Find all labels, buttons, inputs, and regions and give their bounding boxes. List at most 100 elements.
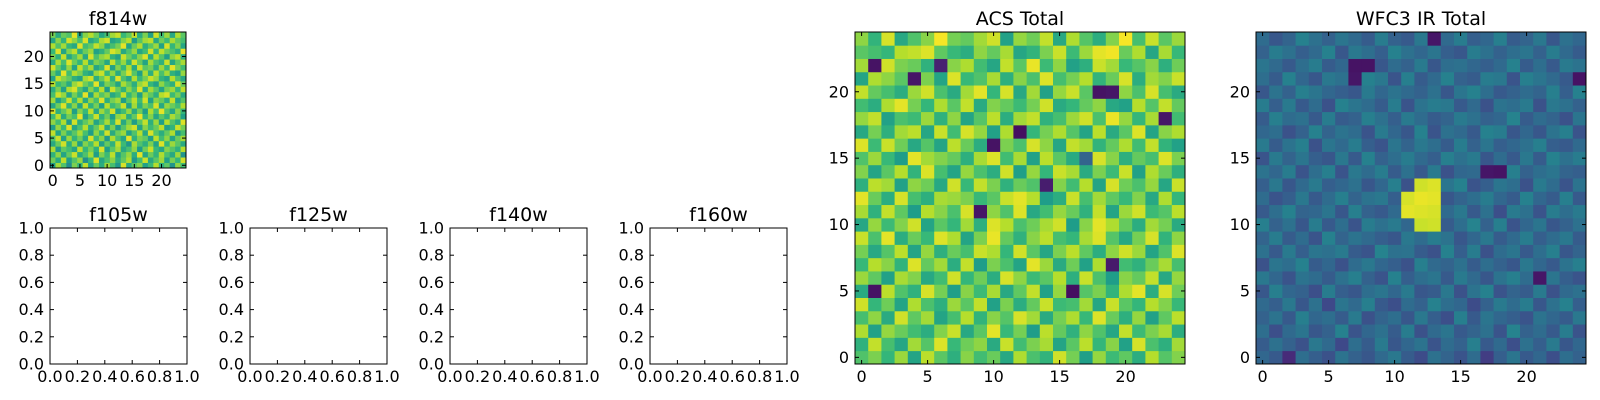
heatmap-cell: [153, 113, 160, 120]
heatmap-cell: [1454, 244, 1468, 259]
heatmap-cell: [868, 32, 882, 46]
heatmap-cell: [1105, 71, 1120, 86]
heatmap-cell: [164, 91, 171, 98]
heatmap-cell: [115, 108, 122, 114]
heatmap-cell: [1066, 98, 1080, 113]
heatmap-cell: [1520, 98, 1534, 113]
heatmap-cell: [1374, 297, 1389, 312]
heatmap-cell: [1026, 350, 1041, 365]
y-tick-label: 0.4: [19, 300, 44, 319]
chart-title: f140w: [489, 204, 548, 226]
heatmap-cell: [894, 337, 909, 352]
heatmap-cell: [1119, 71, 1133, 86]
heatmap-cell: [1013, 138, 1027, 152]
heatmap-cell: [1533, 284, 1547, 298]
heatmap-cell: [1361, 244, 1376, 259]
heatmap-cell: [1119, 244, 1133, 259]
heatmap-cell: [98, 42, 105, 49]
heatmap-cell: [855, 124, 869, 139]
heatmap-cell: [1295, 138, 1310, 152]
heatmap-cell: [120, 64, 127, 71]
heatmap-cell: [1401, 297, 1415, 312]
heatmap-cell: [93, 59, 100, 66]
heatmap-cell: [1388, 58, 1402, 73]
heatmap-cell: [1066, 297, 1080, 312]
heatmap-cell: [947, 297, 961, 312]
heatmap-cell: [71, 162, 78, 169]
axes-frame: [649, 227, 788, 365]
heatmap-cell: [1493, 284, 1508, 298]
heatmap-cell: [1256, 244, 1270, 259]
heatmap-cell: [93, 113, 100, 120]
heatmap-cell: [104, 151, 111, 158]
heatmap-cell: [960, 98, 975, 113]
heatmap-cell: [175, 124, 181, 131]
heatmap-cell: [1053, 204, 1067, 219]
heatmap-cell: [1401, 58, 1415, 73]
heatmap-cell: [1053, 138, 1067, 152]
heatmap-cell: [1105, 178, 1120, 192]
heatmap-cell: [1520, 271, 1534, 285]
heatmap-cell: [1414, 310, 1428, 325]
heatmap-cell: [921, 32, 935, 46]
heatmap-cell: [947, 178, 961, 192]
heatmap-cell: [60, 102, 67, 109]
x-tick-label: 0: [857, 367, 867, 386]
y-axis-ticks: 0.00.20.40.60.81.0: [419, 219, 587, 374]
heatmap-cell: [1374, 337, 1389, 352]
heatmap-cell: [1427, 138, 1442, 152]
heatmap-cell: [1000, 45, 1014, 59]
x-tick-label: 0.4: [292, 367, 317, 386]
heatmap-cell: [126, 108, 132, 114]
heatmap-cell: [1000, 58, 1014, 73]
heatmap-cell: [1039, 111, 1054, 126]
x-tick-label: 0.8: [347, 367, 372, 386]
heatmap-cell: [960, 350, 975, 365]
heatmap-cell: [1308, 85, 1323, 99]
heatmap-cell: [907, 85, 922, 99]
heatmap-cell: [93, 86, 100, 93]
heatmap-cell: [1414, 164, 1428, 179]
heatmap-cell: [1119, 45, 1133, 59]
heatmap-cell: [175, 59, 181, 66]
heatmap-cell: [947, 32, 961, 46]
heatmap-cell: [93, 80, 100, 87]
y-tick-label: 0.0: [419, 355, 444, 374]
heatmap-cell: [82, 151, 89, 158]
heatmap-cell: [881, 350, 895, 365]
heatmap-cell: [98, 53, 105, 60]
heatmap-cell: [855, 191, 869, 206]
heatmap-cell: [1079, 297, 1093, 312]
heatmap-cell: [164, 37, 171, 44]
y-tick-label: 0.2: [419, 327, 444, 346]
heatmap-cell: [142, 64, 149, 71]
heatmap-cell: [126, 129, 132, 136]
heatmap-cell: [142, 146, 149, 153]
heatmap-cell: [115, 97, 122, 104]
heatmap-cell: [1079, 85, 1093, 99]
heatmap-cell: [1092, 324, 1107, 338]
heatmap-cell: [71, 129, 78, 136]
heatmap-cell: [1145, 337, 1159, 352]
heatmap-cell: [158, 42, 165, 49]
heatmap-cell: [934, 98, 948, 113]
heatmap-cell: [180, 48, 187, 55]
heatmap-cell: [71, 37, 78, 44]
heatmap-cell: [60, 97, 67, 104]
heatmap-cell: [109, 146, 116, 153]
heatmap-cell: [1572, 337, 1587, 352]
heatmap-cell: [180, 32, 187, 38]
heatmap-cell: [1480, 350, 1494, 365]
heatmap-cell: [1119, 337, 1133, 352]
heatmap-cell: [1105, 98, 1120, 113]
heatmap-cell: [1026, 151, 1041, 166]
heatmap-cell: [66, 129, 73, 136]
heatmap-cell: [1145, 111, 1159, 126]
heatmap-cell: [126, 151, 132, 158]
heatmap-cell: [142, 151, 149, 158]
heatmap-cell: [98, 151, 105, 158]
heatmap-cell: [881, 124, 895, 139]
panel-f140w: f140w 0.0 0.2 0.4 0.6 0.8 1.0 0.00.20.40.60.8…: [419, 204, 600, 386]
heatmap-cell: [934, 297, 948, 312]
heatmap-cell: [109, 129, 116, 136]
